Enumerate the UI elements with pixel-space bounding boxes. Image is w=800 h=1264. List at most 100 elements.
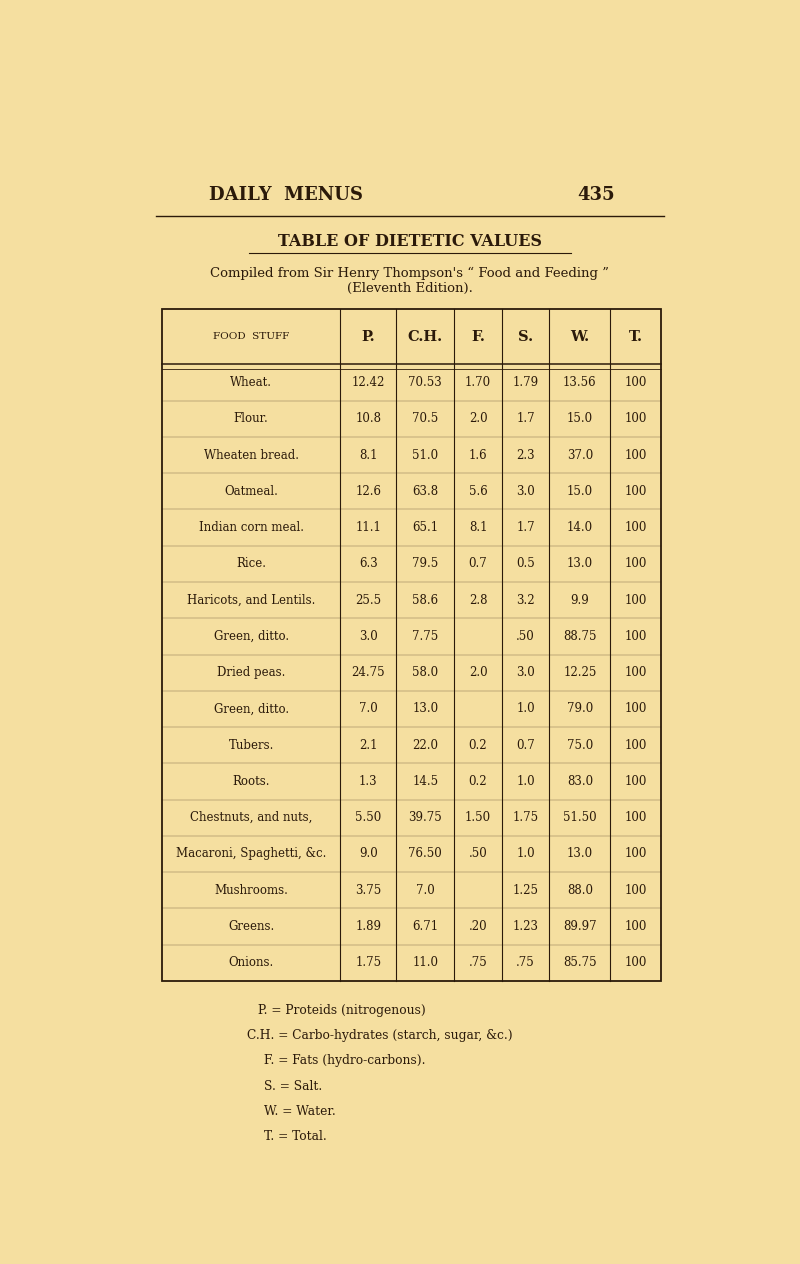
Text: 100: 100 [625,485,647,498]
Bar [162,310,661,981]
Text: .50: .50 [469,847,487,861]
Text: C.H.: C.H. [408,330,443,344]
Text: .75: .75 [516,957,535,969]
Text: 2.8: 2.8 [469,594,487,607]
Text: 88.0: 88.0 [567,884,593,896]
Text: 83.0: 83.0 [567,775,593,787]
Text: 0.7: 0.7 [469,557,487,570]
Text: 100: 100 [625,377,647,389]
Text: 12.42: 12.42 [352,377,385,389]
Text: 100: 100 [625,738,647,752]
Text: Wheat.: Wheat. [230,377,272,389]
Text: Tubers.: Tubers. [229,738,274,752]
Text: 100: 100 [625,957,647,969]
Text: 11.0: 11.0 [412,957,438,969]
Text: 100: 100 [625,666,647,679]
Text: 51.50: 51.50 [563,811,597,824]
Text: 70.53: 70.53 [408,377,442,389]
Text: 1.7: 1.7 [516,521,535,535]
Text: 7.0: 7.0 [359,703,378,715]
Text: Dried peas.: Dried peas. [217,666,286,679]
Text: 1.0: 1.0 [516,847,535,861]
Text: 88.75: 88.75 [563,629,597,643]
Text: 1.75: 1.75 [355,957,382,969]
Text: 6.3: 6.3 [359,557,378,570]
Text: 13.56: 13.56 [563,377,597,389]
Text: 58.0: 58.0 [412,666,438,679]
Text: Indian corn meal.: Indian corn meal. [198,521,304,535]
Text: 0.5: 0.5 [516,557,535,570]
Text: 14.5: 14.5 [412,775,438,787]
Text: 12.25: 12.25 [563,666,597,679]
Text: P.: P. [362,330,375,344]
Text: Chestnuts, and nuts,: Chestnuts, and nuts, [190,811,313,824]
Text: 100: 100 [625,629,647,643]
Text: .75: .75 [469,957,487,969]
Text: 63.8: 63.8 [412,485,438,498]
Text: P. = Proteids (nitrogenous): P. = Proteids (nitrogenous) [258,1004,426,1016]
Text: Rice.: Rice. [236,557,266,570]
Text: Roots.: Roots. [233,775,270,787]
Text: Macaroni, Spaghetti, &c.: Macaroni, Spaghetti, &c. [176,847,326,861]
Text: FOOD  STUFF: FOOD STUFF [213,332,290,341]
Text: 100: 100 [625,920,647,933]
Text: 2.0: 2.0 [469,412,487,425]
Text: S.: S. [518,330,533,344]
Text: T.: T. [629,330,642,344]
Text: 2.1: 2.1 [359,738,378,752]
Text: 89.97: 89.97 [563,920,597,933]
Text: 8.1: 8.1 [359,449,378,461]
Text: 76.50: 76.50 [408,847,442,861]
Text: 13.0: 13.0 [567,557,593,570]
Text: 3.2: 3.2 [516,594,535,607]
Text: 1.79: 1.79 [513,377,538,389]
Text: 5.6: 5.6 [469,485,487,498]
Text: Haricots, and Lentils.: Haricots, and Lentils. [187,594,315,607]
Text: Compiled from Sir Henry Thompson's “ Food and Feeding ”: Compiled from Sir Henry Thompson's “ Foo… [210,267,610,279]
Text: 15.0: 15.0 [567,485,593,498]
Text: C.H. = Carbo-hydrates (starch, sugar, &c.): C.H. = Carbo-hydrates (starch, sugar, &c… [247,1029,513,1042]
Text: 70.5: 70.5 [412,412,438,425]
Text: .20: .20 [469,920,487,933]
Text: 11.1: 11.1 [355,521,382,535]
Text: Oatmeal.: Oatmeal. [224,485,278,498]
Text: 1.0: 1.0 [516,703,535,715]
Text: 13.0: 13.0 [567,847,593,861]
Text: 3.0: 3.0 [516,485,535,498]
Text: 14.0: 14.0 [567,521,593,535]
Text: 79.5: 79.5 [412,557,438,570]
Text: 8.1: 8.1 [469,521,487,535]
Text: 100: 100 [625,811,647,824]
Text: 0.2: 0.2 [469,775,487,787]
Text: 435: 435 [577,187,615,205]
Text: 100: 100 [625,884,647,896]
Text: 58.6: 58.6 [412,594,438,607]
Text: DAILY  MENUS: DAILY MENUS [209,187,363,205]
Text: 1.23: 1.23 [513,920,538,933]
Text: W.: W. [570,330,590,344]
Text: 100: 100 [625,703,647,715]
Text: Flour.: Flour. [234,412,269,425]
Text: .50: .50 [516,629,535,643]
Text: 39.75: 39.75 [408,811,442,824]
Text: 100: 100 [625,412,647,425]
Text: 0.7: 0.7 [516,738,535,752]
Text: 100: 100 [625,847,647,861]
Text: 51.0: 51.0 [412,449,438,461]
Text: Green, ditto.: Green, ditto. [214,703,289,715]
Text: 100: 100 [625,449,647,461]
Text: 3.0: 3.0 [516,666,535,679]
Text: 1.25: 1.25 [513,884,538,896]
Text: 6.71: 6.71 [412,920,438,933]
Text: 100: 100 [625,557,647,570]
Text: 100: 100 [625,521,647,535]
Text: 13.0: 13.0 [412,703,438,715]
Text: 85.75: 85.75 [563,957,597,969]
Text: Wheaten bread.: Wheaten bread. [204,449,298,461]
Text: 9.0: 9.0 [359,847,378,861]
Text: 1.89: 1.89 [355,920,382,933]
Text: 25.5: 25.5 [355,594,382,607]
Text: TABLE OF DIETETIC VALUES: TABLE OF DIETETIC VALUES [278,233,542,250]
Text: 37.0: 37.0 [566,449,593,461]
Text: 3.75: 3.75 [355,884,382,896]
